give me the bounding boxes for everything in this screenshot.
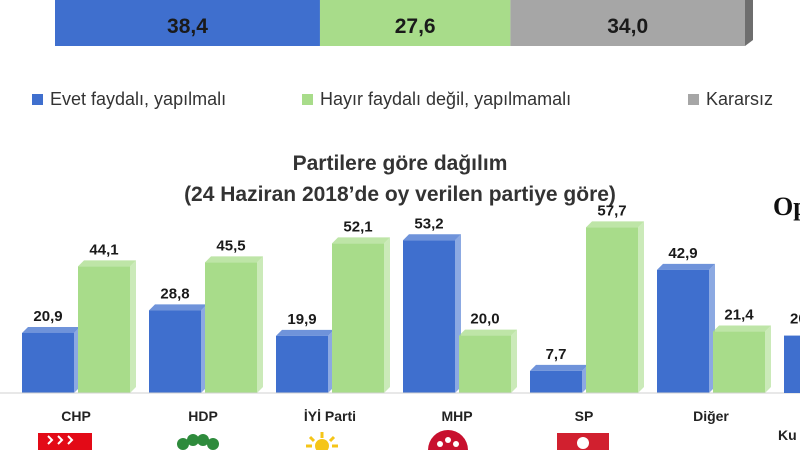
top-bar-segment bbox=[319, 0, 511, 46]
category-label: SP bbox=[575, 408, 594, 424]
chart-subtitle: (24 Haziran 2018’de oy verilen partiye g… bbox=[184, 183, 616, 206]
bar bbox=[332, 243, 384, 393]
top-bar-segment bbox=[510, 0, 745, 46]
party-logos bbox=[38, 430, 609, 450]
bar-data-label: 42,9 bbox=[668, 245, 697, 262]
legend-label: Evet faydalı, yapılmalı bbox=[50, 89, 226, 109]
bar-top-face bbox=[459, 329, 517, 336]
bar-side-face bbox=[384, 237, 390, 393]
sp-logo bbox=[557, 433, 609, 450]
bar-top-face bbox=[149, 304, 207, 311]
bar-top-face bbox=[713, 325, 771, 332]
cut-off-content: Op 20 Ku bbox=[773, 192, 800, 443]
bar-side-face bbox=[638, 221, 644, 393]
legend-label: Kararsız bbox=[706, 89, 773, 109]
bar-data-label: 21,4 bbox=[724, 307, 754, 324]
category-label: CHP bbox=[61, 408, 91, 424]
top-bar-segment-label: 34,0 bbox=[607, 15, 648, 38]
category-label-cutoff: Ku bbox=[778, 427, 797, 443]
top-bar-segment bbox=[55, 0, 320, 46]
bar bbox=[78, 266, 130, 393]
legend-swatch bbox=[688, 94, 699, 105]
top-stacked-bar: 38,4 27,6 34,0 bbox=[55, 0, 753, 46]
bar-top-face bbox=[403, 234, 461, 241]
bar-data-label: 57,7 bbox=[597, 202, 626, 219]
bar bbox=[530, 370, 582, 393]
top-bar-segment-label: 38,4 bbox=[167, 15, 208, 38]
bar-top-face bbox=[205, 256, 263, 263]
bar-data-label: 19,9 bbox=[287, 311, 316, 328]
bar-top-face bbox=[657, 263, 715, 270]
chart-title: Partilere göre dağılım bbox=[293, 152, 508, 175]
bar-top-face bbox=[530, 364, 588, 371]
legend-swatch bbox=[302, 94, 313, 105]
bar-data-label: 28,8 bbox=[160, 285, 189, 302]
hdp-logo bbox=[177, 434, 219, 450]
bar-data-label: 44,1 bbox=[89, 241, 118, 258]
bar bbox=[205, 262, 257, 393]
bar-top-face bbox=[586, 221, 644, 228]
bar-side-face bbox=[511, 329, 517, 393]
cutoff-title-fragment: Op bbox=[773, 192, 800, 221]
category-label: MHP bbox=[441, 408, 472, 424]
bar-data-label-cutoff: 20 bbox=[790, 311, 800, 328]
bar-data-label: 7,7 bbox=[546, 346, 567, 363]
bar-data-label: 20,9 bbox=[33, 308, 62, 325]
bar-side-face bbox=[765, 325, 771, 393]
category-axis: CHP HDP İYİ Parti MHP SP Diğer bbox=[61, 408, 729, 424]
bar bbox=[657, 269, 709, 393]
bar-data-label: 52,1 bbox=[343, 218, 372, 235]
category-label: HDP bbox=[188, 408, 218, 424]
bar bbox=[713, 331, 765, 393]
category-label: Diğer bbox=[693, 408, 729, 424]
bar-side-face bbox=[130, 260, 136, 393]
iyi-parti-logo bbox=[306, 432, 338, 450]
bar bbox=[403, 240, 455, 393]
bar-data-label: 20,0 bbox=[470, 311, 499, 328]
bar-top-face bbox=[78, 260, 136, 267]
legend-label: Hayır faydalı değil, yapılmamalı bbox=[320, 89, 571, 109]
bar-top-face bbox=[22, 326, 80, 333]
category-label: İYİ Parti bbox=[304, 408, 356, 424]
top-bar-segment-label: 27,6 bbox=[395, 15, 436, 38]
bar-data-label: 45,5 bbox=[216, 237, 245, 254]
chp-logo bbox=[38, 433, 92, 450]
bar bbox=[22, 332, 74, 393]
bar bbox=[149, 310, 201, 393]
bar-top-face bbox=[332, 237, 390, 244]
mhp-logo bbox=[428, 430, 468, 450]
bar-cutoff bbox=[784, 335, 800, 393]
bar bbox=[276, 335, 328, 393]
bar bbox=[586, 227, 638, 393]
bar-top-face bbox=[276, 329, 334, 336]
bar-data-label: 53,2 bbox=[414, 215, 443, 232]
legend: Evet faydalı, yapılmalı Hayır faydalı değ… bbox=[32, 89, 773, 109]
legend-swatch bbox=[32, 94, 43, 105]
top-bar-side bbox=[745, 0, 753, 46]
bar bbox=[459, 335, 511, 393]
bar-side-face bbox=[257, 256, 263, 393]
bar-plot-area: 20,9 44,1 28,8 45,5 19,9 52,1 53,2 20,0 7,7 57,7 4… bbox=[0, 202, 800, 394]
